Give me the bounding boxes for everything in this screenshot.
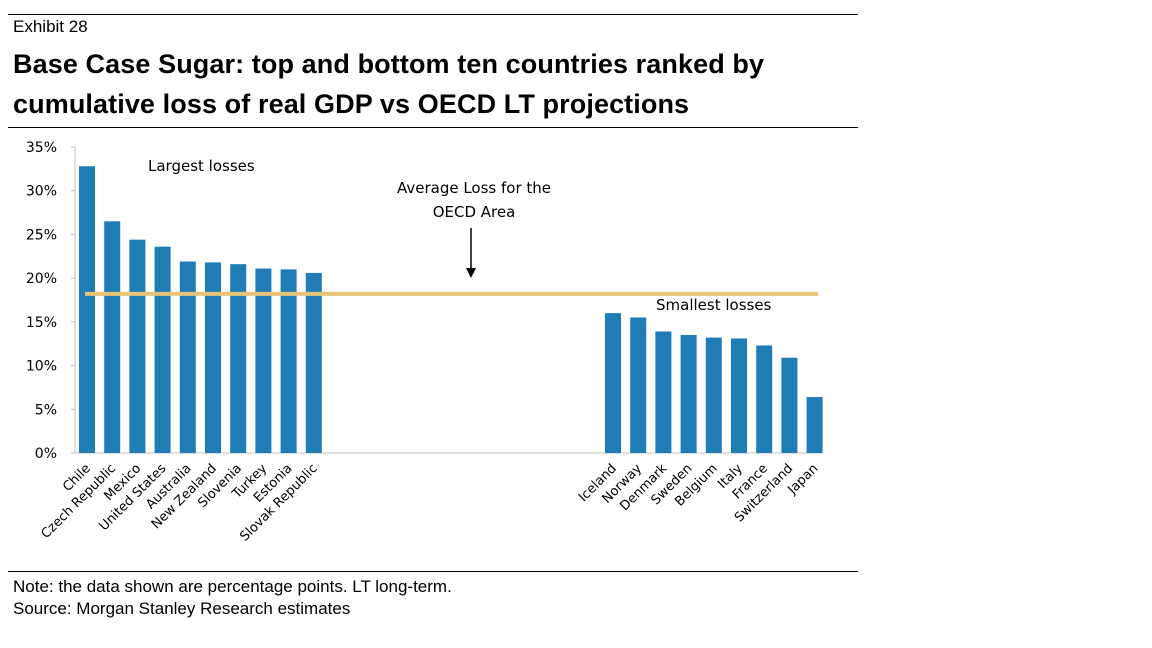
note-text: Note: the data shown are percentage poin… (13, 577, 452, 596)
bar-switzerland (781, 357, 798, 453)
bar-france (756, 345, 773, 453)
bar-turkey (255, 268, 272, 453)
exhibit-label: Exhibit 28 (13, 17, 88, 36)
bar-belgium (705, 337, 722, 453)
bar-czech-republic (104, 221, 121, 453)
bar-australia (179, 261, 196, 453)
bar-italy (731, 338, 747, 453)
y-tick-label: 0% (35, 446, 57, 462)
y-tick-label: 10% (26, 359, 57, 375)
y-tick-label: 20% (26, 271, 57, 287)
bar-denmark (655, 331, 672, 453)
bar-slovenia (230, 264, 247, 453)
chart-title: Base Case Sugar: top and bottom ten coun… (13, 49, 765, 119)
bar-chile (79, 166, 95, 453)
bar-new-zealand (205, 262, 221, 453)
annotation-average-line2: OECD Area (433, 203, 516, 221)
annotation-smallest-losses: Smallest losses (656, 296, 772, 314)
bar-iceland (605, 313, 621, 453)
bar-sweden (680, 334, 697, 453)
y-tick-label: 35% (26, 140, 57, 156)
bar-united-states (154, 246, 171, 453)
annotation-largest-losses: Largest losses (148, 157, 255, 175)
bar-slovak-republic (305, 272, 322, 453)
annotation-arrow-head (466, 268, 476, 278)
y-tick-label: 5% (35, 402, 57, 418)
top-rule (8, 14, 858, 15)
y-tick-label: 15% (26, 315, 57, 331)
bar-norway (630, 317, 647, 453)
y-tick-label: 25% (26, 227, 57, 243)
bar-japan (806, 397, 823, 453)
y-tick-label: 30% (26, 184, 57, 200)
footer-rule (8, 571, 858, 572)
source-text: Source: Morgan Stanley Research estimate… (13, 599, 351, 618)
bar-mexico (129, 239, 146, 453)
title-rule (8, 127, 858, 128)
annotation-average-line1: Average Loss for the (397, 179, 551, 197)
bar-estonia (280, 269, 297, 453)
